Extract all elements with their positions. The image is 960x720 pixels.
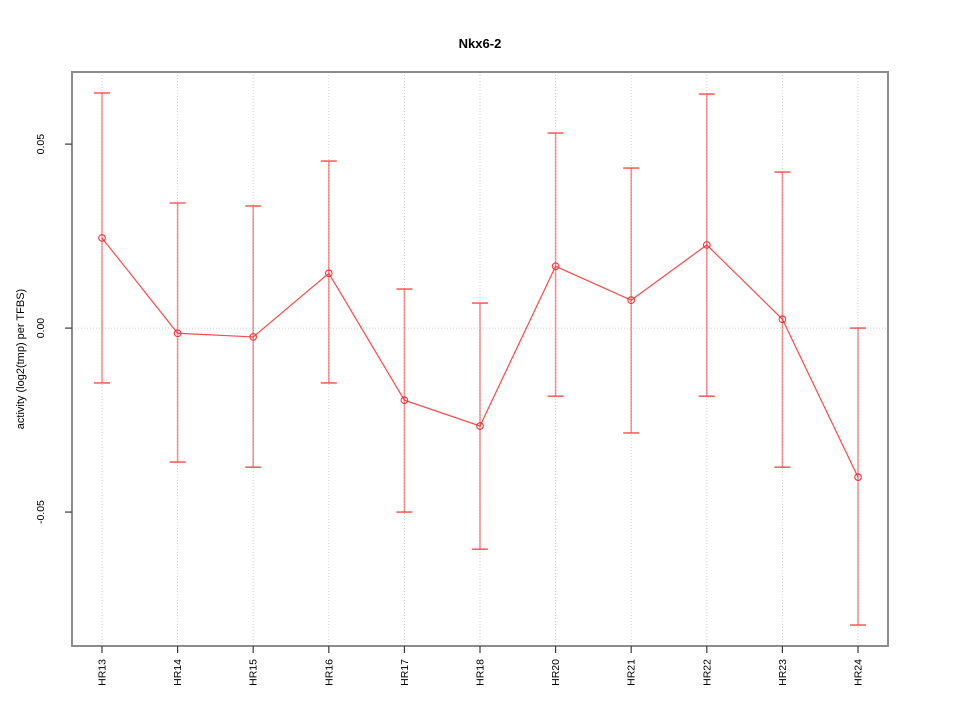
x-axis-ticks: HR13 HR14 HR15 HR16 HR17 HR18 HR20 HR21 HR22 HR23… xyxy=(97,646,865,686)
x-tick-label: HR22 xyxy=(701,659,713,686)
y-tick-label: 0.00 xyxy=(35,318,47,339)
x-tick-label: HR15 xyxy=(248,659,260,686)
data-point xyxy=(249,333,258,341)
series-line xyxy=(101,237,859,478)
data-points xyxy=(98,234,862,481)
y-tick-label: -0.05 xyxy=(35,500,47,524)
x-tick-label: HR20 xyxy=(550,659,562,686)
data-point xyxy=(778,315,787,324)
data-point xyxy=(98,234,106,242)
data-point xyxy=(400,396,409,405)
data-point xyxy=(173,329,182,338)
x-tick-label: HR24 xyxy=(853,659,865,686)
x-tick-label: HR16 xyxy=(323,659,335,686)
data-point xyxy=(476,422,484,430)
y-tick-label: 0.05 xyxy=(35,134,47,155)
x-tick-label: HR14 xyxy=(172,659,184,686)
data-point xyxy=(627,296,636,304)
chart-title: Nkx6-2 xyxy=(458,36,502,51)
data-point xyxy=(551,262,560,271)
y-axis-ticks: -0.05 0.00 0.05 xyxy=(35,134,72,524)
data-point xyxy=(702,241,711,249)
x-tick-label: HR21 xyxy=(626,659,638,686)
y-axis-label: activity (log2(tmp) per TFBS) xyxy=(15,288,27,430)
x-tick-label: HR18 xyxy=(475,659,487,686)
x-tick-label: HR23 xyxy=(777,659,789,686)
x-tick-label: HR13 xyxy=(97,659,109,686)
error-bars xyxy=(94,92,866,626)
data-point xyxy=(324,269,333,278)
x-tick-label: HR17 xyxy=(399,659,411,686)
data-point xyxy=(854,473,862,481)
